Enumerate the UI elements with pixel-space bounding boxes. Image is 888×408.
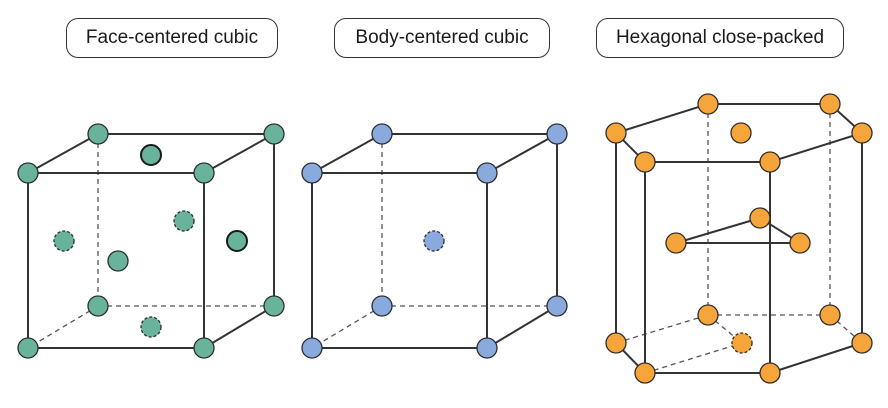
bcc-corner-atoms: [301, 123, 568, 359]
fcc-corner-atoms: [17, 123, 285, 359]
hcp-atom-top-center: [730, 122, 752, 144]
hcp-atom-interior: [789, 232, 811, 254]
hcp-interior-atoms: [665, 207, 811, 254]
bcc-cell: [301, 123, 568, 359]
bcc-atom-corner: [301, 162, 323, 184]
hcp-atom-vertex: [851, 122, 873, 144]
fcc-atom-corner: [193, 337, 215, 359]
hcp-atom-interior: [749, 207, 771, 229]
fcc-face-atoms: [53, 144, 248, 338]
fcc-atom-bottom-face: [140, 316, 162, 338]
hcp-atom-vertex: [634, 362, 656, 384]
fcc-atom-corner: [87, 295, 109, 317]
fcc-atom-right-face: [226, 230, 248, 252]
fcc-atom-corner: [87, 123, 109, 145]
bcc-label: Body-centered cubic: [334, 18, 550, 58]
hcp-vertex-atoms: [605, 93, 873, 384]
hcp-atom-vertex: [605, 122, 627, 144]
hcp-atom-interior: [665, 232, 687, 254]
hcp-label: Hexagonal close-packed: [596, 18, 844, 58]
hcp-atom-vertex: [759, 362, 781, 384]
hcp-atom-vertex: [851, 332, 873, 354]
fcc-atom-back-face: [107, 250, 129, 272]
fcc-atom-front-face: [173, 210, 195, 232]
fcc-atom-corner: [263, 295, 285, 317]
bcc-atom-corner: [476, 162, 498, 184]
hcp-atom-vertex: [634, 151, 656, 173]
bcc-atom-corner: [546, 123, 568, 145]
bcc-atom-body-center: [423, 230, 445, 252]
hcp-atom-bottom-center: [731, 332, 753, 354]
hcp-atom-vertex: [819, 304, 841, 326]
bcc-atom-corner: [371, 295, 393, 317]
fcc-atom-corner: [17, 162, 39, 184]
fcc-atom-left-face: [53, 230, 75, 252]
hcp-atom-vertex: [759, 151, 781, 173]
hcp-face-center-atoms: [730, 122, 753, 354]
fcc-atom-top-face: [140, 144, 162, 166]
fcc-hidden-edges: [27, 134, 274, 349]
bcc-hidden-edges: [311, 134, 557, 349]
fcc-atom-corner: [17, 337, 39, 359]
hcp-atom-vertex: [819, 93, 841, 115]
fcc-atom-corner: [193, 162, 215, 184]
bcc-visible-edges: [311, 133, 558, 349]
hcp-cell: [605, 93, 873, 384]
hcp-atom-vertex: [697, 304, 719, 326]
hcp-atom-vertex: [697, 93, 719, 115]
bcc-atom-corner: [476, 337, 498, 359]
fcc-atom-corner: [263, 123, 285, 145]
hcp-atom-vertex: [605, 332, 627, 354]
fcc-label: Face-centered cubic: [66, 18, 278, 58]
fcc-cell: [17, 123, 285, 359]
bcc-atom-corner: [301, 337, 323, 359]
bcc-atom-corner: [371, 123, 393, 145]
bcc-center-atoms: [423, 230, 445, 252]
bcc-atom-corner: [546, 295, 568, 317]
hcp-visible-edges: [614, 103, 864, 374]
